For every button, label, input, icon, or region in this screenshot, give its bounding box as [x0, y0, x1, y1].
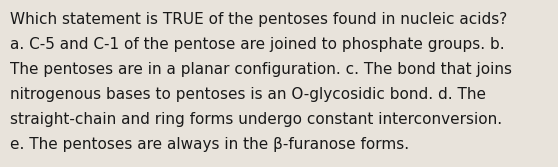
- Text: straight-chain and ring forms undergo constant interconversion.: straight-chain and ring forms undergo co…: [10, 112, 502, 127]
- Text: nitrogenous bases to pentoses is an O-glycosidic bond. d. The: nitrogenous bases to pentoses is an O-gl…: [10, 87, 486, 102]
- Text: The pentoses are in a planar configuration. c. The bond that joins: The pentoses are in a planar configurati…: [10, 62, 512, 77]
- Text: Which statement is TRUE of the pentoses found in nucleic acids?: Which statement is TRUE of the pentoses …: [10, 12, 507, 27]
- Text: e. The pentoses are always in the β-furanose forms.: e. The pentoses are always in the β-fura…: [10, 137, 409, 152]
- Text: a. C-5 and C-1 of the pentose are joined to phosphate groups. b.: a. C-5 and C-1 of the pentose are joined…: [10, 37, 504, 52]
